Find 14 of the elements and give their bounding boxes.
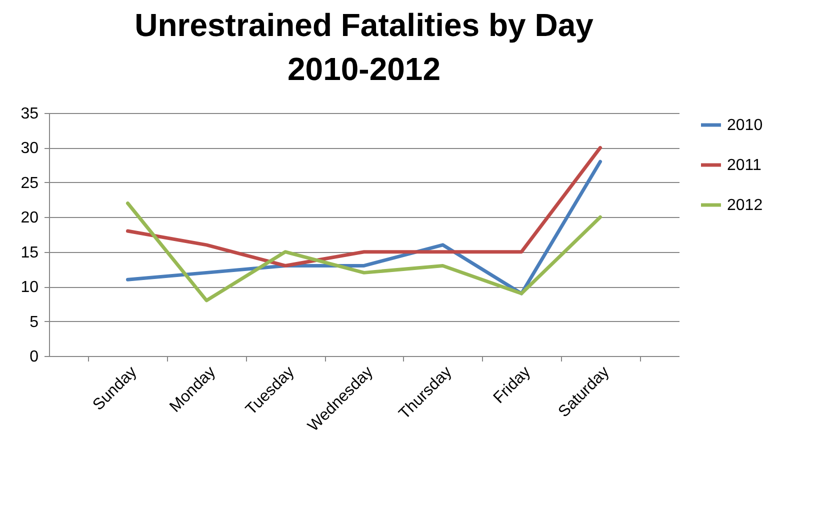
y-tick-label: 35 bbox=[20, 106, 39, 122]
line-series bbox=[126, 146, 602, 268]
y-tick-label: 30 bbox=[20, 140, 39, 158]
y-tick-label: 10 bbox=[20, 279, 39, 296]
y-tick-label: 15 bbox=[20, 244, 39, 262]
y-tick-label: 5 bbox=[30, 314, 39, 331]
chart-title: Unrestrained Fatalities by Day 2010-2012 bbox=[134, 7, 594, 87]
line-series bbox=[126, 202, 602, 302]
legend-label: 2010 bbox=[727, 117, 763, 134]
y-tick-label: 20 bbox=[20, 210, 39, 227]
y-tick-label: 0 bbox=[30, 348, 39, 366]
legend-label: 2012 bbox=[727, 197, 763, 214]
y-tick-label: 25 bbox=[20, 174, 39, 192]
legend-label: 2011 bbox=[727, 157, 762, 174]
